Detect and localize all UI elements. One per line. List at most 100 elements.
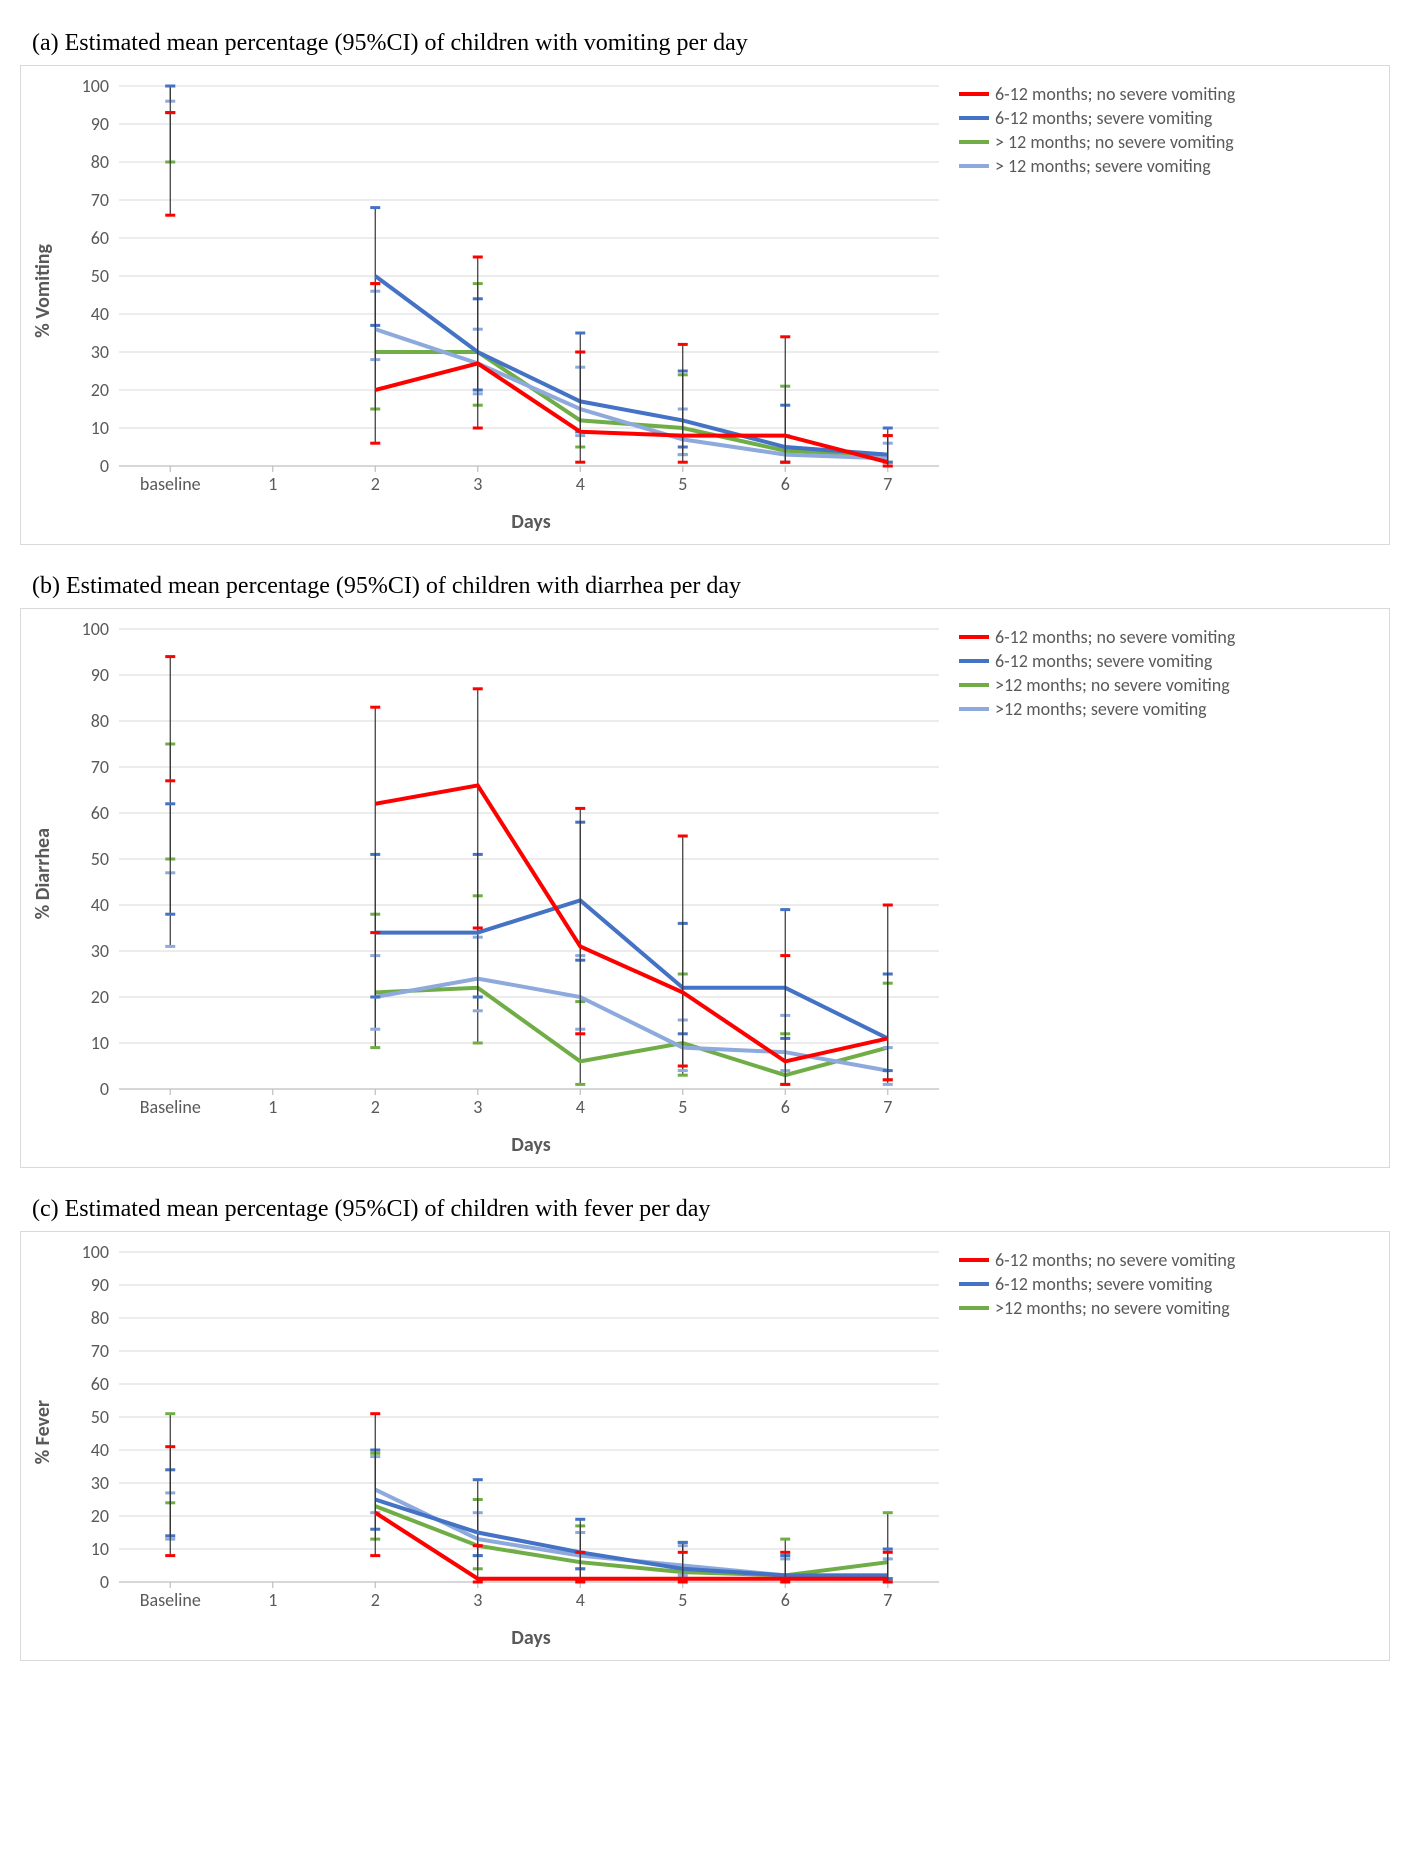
y-axis-label: % Fever xyxy=(31,1400,55,1464)
legend-item: 6-12 months; no severe vomiting xyxy=(959,626,1235,648)
chart-title-b: (b) Estimated mean percentage (95%CI) of… xyxy=(32,573,1404,600)
svg-text:1: 1 xyxy=(268,1096,277,1118)
svg-text:5: 5 xyxy=(678,473,687,495)
legend-label: > 12 months; no severe vomiting xyxy=(995,131,1234,153)
svg-text:baseline: baseline xyxy=(140,473,201,495)
svg-text:30: 30 xyxy=(91,1472,109,1494)
legend-swatch xyxy=(959,707,989,711)
svg-text:30: 30 xyxy=(91,341,109,363)
svg-text:0: 0 xyxy=(100,455,109,477)
legend-swatch xyxy=(959,1258,989,1262)
svg-text:10: 10 xyxy=(91,1538,109,1560)
svg-text:5: 5 xyxy=(678,1589,687,1611)
svg-text:40: 40 xyxy=(91,1439,109,1461)
svg-text:40: 40 xyxy=(91,303,109,325)
svg-text:20: 20 xyxy=(91,986,109,1008)
svg-text:5: 5 xyxy=(678,1096,687,1118)
legend-label: >12 months; no severe vomiting xyxy=(995,674,1230,696)
y-axis-label: % Vomiting xyxy=(31,244,55,338)
legend-label: > 12 months; severe vomiting xyxy=(995,155,1211,177)
legend-label: 6-12 months; severe vomiting xyxy=(995,107,1212,129)
svg-text:60: 60 xyxy=(91,802,109,824)
svg-text:Baseline: Baseline xyxy=(140,1589,201,1611)
svg-text:100: 100 xyxy=(82,76,109,97)
svg-text:30: 30 xyxy=(91,940,109,962)
legend-item: 6-12 months; no severe vomiting xyxy=(959,1249,1235,1271)
legend-item: 6-12 months; no severe vomiting xyxy=(959,83,1235,105)
legend-label: 6-12 months; severe vomiting xyxy=(995,650,1212,672)
svg-text:6: 6 xyxy=(781,473,790,495)
chart-title-a: (a) Estimated mean percentage (95%CI) of… xyxy=(32,30,1404,57)
chart-title-c: (c) Estimated mean percentage (95%CI) of… xyxy=(32,1196,1404,1223)
svg-text:50: 50 xyxy=(91,848,109,870)
svg-text:20: 20 xyxy=(91,1505,109,1527)
legend-swatch xyxy=(959,659,989,663)
svg-text:3: 3 xyxy=(473,1096,482,1118)
svg-text:70: 70 xyxy=(91,756,109,778)
legend-item: 6-12 months; severe vomiting xyxy=(959,650,1235,672)
svg-text:90: 90 xyxy=(91,1274,109,1296)
svg-text:2: 2 xyxy=(371,473,380,495)
series-red xyxy=(375,785,888,1061)
x-axis-label: Days xyxy=(121,1133,941,1157)
legend-label: >12 months; severe vomiting xyxy=(995,698,1207,720)
svg-text:50: 50 xyxy=(91,1406,109,1428)
legend-item: 6-12 months; severe vomiting xyxy=(959,107,1235,129)
chart-panel-a: % Vomiting 0 10 20 30 40 50 60 70 80 90 100 baseline… xyxy=(20,65,1390,545)
svg-text:70: 70 xyxy=(91,189,109,211)
svg-text:100: 100 xyxy=(82,1242,109,1263)
legend-item: > 12 months; no severe vomiting xyxy=(959,131,1235,153)
legend-swatch xyxy=(959,92,989,96)
y-axis-label: % Diarrhea xyxy=(31,828,55,919)
legend: 6-12 months; no severe vomiting6-12 mont… xyxy=(959,624,1235,722)
x-axis-label: Days xyxy=(121,510,941,534)
legend-item: > 12 months; severe vomiting xyxy=(959,155,1235,177)
svg-text:60: 60 xyxy=(91,227,109,249)
svg-text:90: 90 xyxy=(91,664,109,686)
svg-text:7: 7 xyxy=(883,1589,892,1611)
legend: 6-12 months; no severe vomiting6-12 mont… xyxy=(959,1247,1235,1321)
legend-item: >12 months; severe vomiting xyxy=(959,698,1235,720)
svg-text:80: 80 xyxy=(91,151,109,173)
legend-label: 6-12 months; severe vomiting xyxy=(995,1273,1212,1295)
svg-text:0: 0 xyxy=(100,1571,109,1593)
svg-text:10: 10 xyxy=(91,1032,109,1054)
legend-swatch xyxy=(959,1306,989,1310)
legend-swatch xyxy=(959,683,989,687)
svg-text:4: 4 xyxy=(576,473,585,495)
legend-swatch xyxy=(959,635,989,639)
svg-text:80: 80 xyxy=(91,710,109,732)
legend-item: >12 months; no severe vomiting xyxy=(959,674,1235,696)
legend-item: 6-12 months; severe vomiting xyxy=(959,1273,1235,1295)
series-lav xyxy=(375,329,888,458)
svg-text:1: 1 xyxy=(268,473,277,495)
x-axis-label: Days xyxy=(121,1626,941,1650)
legend-label: 6-12 months; no severe vomiting xyxy=(995,626,1235,648)
series-green xyxy=(375,352,888,455)
legend-swatch xyxy=(959,164,989,168)
svg-text:3: 3 xyxy=(473,1589,482,1611)
legend-item: >12 months; no severe vomiting xyxy=(959,1297,1235,1319)
svg-text:90: 90 xyxy=(91,113,109,135)
svg-text:20: 20 xyxy=(91,379,109,401)
svg-text:6: 6 xyxy=(781,1096,790,1118)
legend-swatch xyxy=(959,116,989,120)
svg-text:50: 50 xyxy=(91,265,109,287)
legend-label: 6-12 months; no severe vomiting xyxy=(995,83,1235,105)
chart-panel-c: % Fever0102030405060708090100Baseline123… xyxy=(20,1231,1390,1661)
legend-swatch xyxy=(959,1282,989,1286)
svg-text:40: 40 xyxy=(91,894,109,916)
legend: 6-12 months; no severe vomiting6-12 mont… xyxy=(959,81,1235,179)
svg-text:6: 6 xyxy=(781,1589,790,1611)
chart-plot-c: 0102030405060708090100Baseline1234567 xyxy=(59,1242,949,1622)
svg-text:10: 10 xyxy=(91,417,109,439)
svg-text:3: 3 xyxy=(473,473,482,495)
svg-text:7: 7 xyxy=(883,1096,892,1118)
svg-text:4: 4 xyxy=(576,1096,585,1118)
chart-plot-b: 0102030405060708090100Baseline1234567 xyxy=(59,619,949,1129)
svg-text:Baseline: Baseline xyxy=(140,1096,201,1118)
svg-text:60: 60 xyxy=(91,1373,109,1395)
chart-panel-b: % Diarrhea0102030405060708090100Baseline… xyxy=(20,608,1390,1168)
svg-text:1: 1 xyxy=(268,1589,277,1611)
svg-text:2: 2 xyxy=(371,1096,380,1118)
